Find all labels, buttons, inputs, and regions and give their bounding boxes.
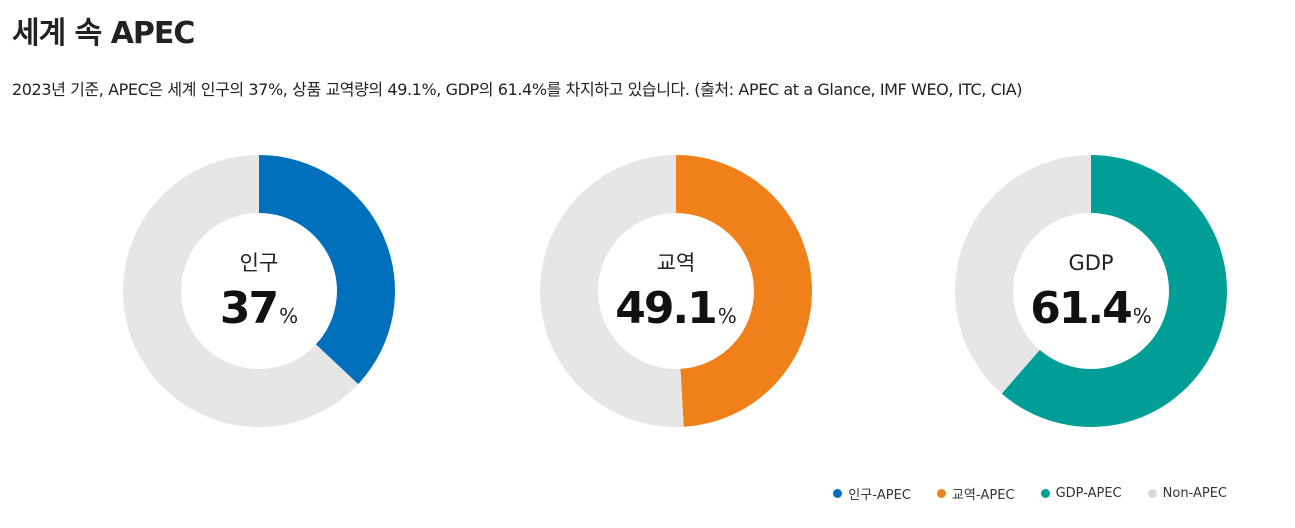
legend-label: GDP-APEC [1055, 486, 1122, 501]
donut-center-label: GDP [1068, 251, 1114, 275]
donut-value-group: 49.1% [540, 283, 812, 344]
chart-legend: 인구-APEC 교역-APEC GDP-APEC Non-APEC [833, 484, 1227, 503]
donut-chart-population: 인구 37% [123, 155, 395, 427]
donut-value: 61.4 [1030, 283, 1133, 334]
donut-slice-non-apec [540, 155, 684, 427]
legend-item-non-apec: Non-APEC [1147, 486, 1227, 501]
legend-dot [833, 489, 843, 498]
donut-value-group: 37% [123, 283, 395, 344]
donut-slice-apec [1001, 155, 1227, 427]
donut-center-label: 교역 [656, 251, 696, 275]
legend-item-gdp: GDP-APEC [1040, 486, 1122, 501]
donut-slice-apec [259, 155, 395, 385]
donut-slice-apec [676, 155, 812, 427]
donut-slice-non-apec [123, 155, 359, 427]
description-text: 2023년 기준, APEC은 세계 인구의 37%, 상품 교역량의 49.1… [12, 80, 1023, 99]
donut-svg-trade [540, 155, 812, 427]
legend-dot [936, 489, 946, 498]
donut-slice-non-apec [955, 155, 1091, 394]
legend-label: Non-APEC [1162, 486, 1227, 501]
page-title: 세계 속 APEC [12, 16, 195, 51]
donut-chart-gdp: GDP 61.4% [955, 155, 1227, 427]
legend-label: 교역-APEC [951, 488, 1015, 503]
donut-unit: % [717, 304, 737, 328]
donut-value: 37 [219, 283, 279, 334]
donut-center-label: 인구 [239, 251, 279, 275]
legend-item-population: 인구-APEC [833, 484, 911, 503]
legend-item-trade: 교역-APEC [936, 484, 1015, 503]
donut-unit: % [1132, 304, 1152, 328]
donut-chart-trade: 교역 49.1% [540, 155, 812, 427]
donut-unit: % [279, 304, 299, 328]
donut-svg-gdp [955, 155, 1227, 427]
legend-dot [1147, 489, 1157, 498]
donut-svg-population [123, 155, 395, 427]
donut-value-group: 61.4% [955, 283, 1227, 344]
donut-value: 49.1 [615, 283, 718, 334]
legend-dot [1040, 489, 1050, 498]
legend-label: 인구-APEC [848, 488, 911, 503]
